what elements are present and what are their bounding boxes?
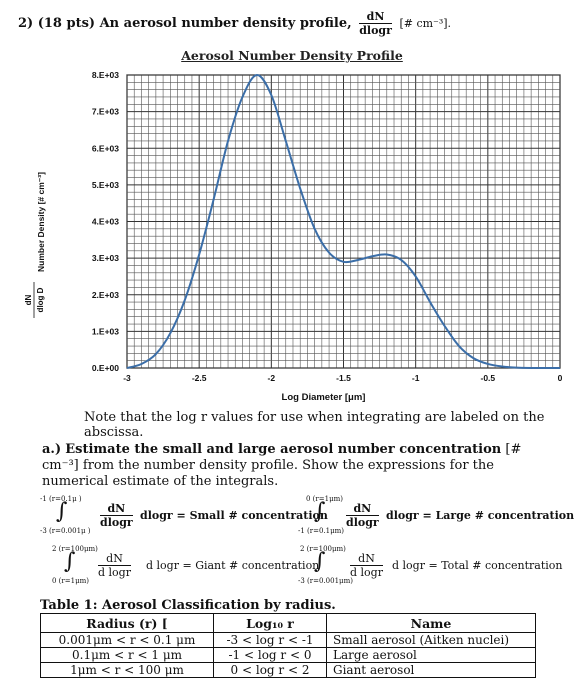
y-tick-label: 2.E+03 (92, 290, 119, 300)
y-tick-label: 0.E+00 (92, 363, 119, 373)
table-title: Table 1: Aerosol Classification by radiu… (40, 598, 336, 613)
table-row: 0.001μm < r < 0.1 μm -3 < log r < -1 Sma… (40, 632, 536, 648)
question-text: 2) (18 pts) An aerosol number density pr… (18, 16, 352, 31)
integral-sign-icon: ∫ (314, 499, 326, 524)
question-units: [# cm⁻³]. (399, 17, 452, 30)
y-axis-frac-numerator: dN (24, 294, 33, 305)
y-tick-label: 1.E+03 (92, 326, 119, 336)
integral-sign-icon: ∫ (314, 549, 326, 574)
integrand-fraction: dN d logr (98, 552, 131, 579)
table-row: 1μm < r < 100 μm 0 < log r < 2 Giant aer… (40, 662, 536, 678)
y-axis-label: Number Density [# cm⁻³] (36, 172, 46, 272)
part-a-bold-text: Estimate the small and large aerosol num… (65, 442, 502, 457)
fraction-numerator: dN (359, 10, 392, 24)
y-tick-label: 7.E+03 (92, 107, 119, 117)
integral-result: d logr = Giant # concentration (146, 559, 320, 572)
dn-dlogr-fraction: dN dlogr (359, 10, 392, 37)
number-density-chart: 0.E+00 1.E+03 2.E+03 3.E+03 4.E+03 5.E+03 6.E+… (24, 70, 563, 403)
table-cell-radius: 0.1μm < r < 1 μm (40, 647, 214, 663)
integral-total: 2 (r=100μm) ∫ -3 (r=0.001μm) dN d logr d… (298, 545, 568, 590)
integral-upper-limit: 0 (r=1μm) (306, 495, 343, 503)
x-tick-label: -2.5 (192, 373, 207, 383)
x-tick-label: -0.5 (481, 373, 496, 383)
integral-upper-limit: 2 (r=100μm) (52, 545, 98, 553)
part-a-question: a.) Estimate the small and large aerosol… (42, 442, 562, 490)
integrand-numerator: dN (346, 502, 379, 516)
x-tick-label: -3 (123, 373, 131, 383)
table-cell-log: 0 < log r < 2 (213, 662, 327, 678)
x-tick-label: 0 (558, 373, 563, 383)
table-row: 0.1μm < r < 1 μm -1 < log r < 0 Large ae… (40, 647, 536, 663)
x-tick-label: -1 (412, 373, 420, 383)
y-tick-label: 6.E+03 (92, 143, 119, 153)
integration-note: Note that the log r values for use when … (84, 410, 545, 440)
x-tick-label: -1.5 (336, 373, 351, 383)
table-header-radius: Radius (r) [ (40, 613, 214, 633)
integral-lower-limit: -1 (r=0.1μm) (298, 527, 345, 535)
integral-lower-limit: -3 (r=0.001μm) (298, 577, 353, 585)
integral-giant: 2 (r=100μm) ∫ 0 (r=1μm) dN d logr d logr… (52, 545, 319, 590)
table-cell-name: Giant aerosol (326, 662, 536, 678)
integral-lower-limit: -3 (r=0.001μ ) (40, 527, 91, 535)
table-cell-name: Small aerosol (Aitken nuclei) (326, 632, 536, 648)
part-a-label: a.) (42, 442, 62, 457)
question-heading: 2) (18 pts) An aerosol number density pr… (18, 10, 451, 37)
integrand-denominator: dlogr (346, 516, 379, 529)
integral-sign-icon: ∫ (56, 499, 68, 524)
table-cell-log: -1 < log r < 0 (213, 647, 327, 663)
part-a-unit: [# cm⁻³] (42, 442, 522, 473)
series-line (126, 74, 560, 370)
aerosol-classification-table: Radius (r) [ Log₁₀ r Name 0.001μm < r < … (40, 613, 536, 678)
integrand-denominator: dlogr (100, 516, 133, 529)
integral-small: -1 (r=0.1μ ) ∫ -3 (r=0.001μ ) dN dlogr d… (40, 495, 328, 540)
integral-lower-limit: 0 (r=1μm) (52, 577, 89, 585)
integrand-denominator: d logr (350, 566, 383, 579)
integrand-numerator: dN (100, 502, 133, 516)
table-header-log: Log₁₀ r (213, 613, 327, 633)
y-tick-label: 5.E+03 (92, 180, 119, 190)
integral-upper-limit: -1 (r=0.1μ ) (40, 495, 82, 503)
y-tick-label: 8.E+03 (92, 70, 119, 80)
table-cell-name: Large aerosol (326, 647, 536, 663)
integrand-fraction: dN d logr (350, 552, 383, 579)
table-cell-radius: 0.001μm < r < 0.1 μm (40, 632, 214, 648)
y-tick-label: 4.E+03 (92, 217, 119, 227)
table-header-row: Radius (r) [ Log₁₀ r Name (40, 613, 536, 633)
integral-result: dlogr = Large # concentration (386, 509, 575, 522)
integrand-fraction: dN dlogr (346, 502, 379, 529)
integral-sign-icon: ∫ (64, 549, 76, 574)
integrand-numerator: dN (98, 552, 131, 566)
table-cell-radius: 1μm < r < 100 μm (40, 662, 214, 678)
integrand-denominator: d logr (98, 566, 131, 579)
x-axis-label: Log Diameter [μm] (282, 392, 366, 403)
integral-result: dlogr = Small # concentration (140, 509, 328, 522)
fraction-denominator: dlogr (359, 24, 392, 37)
integrand-fraction: dN dlogr (100, 502, 133, 529)
integral-large: 0 (r=1μm) ∫ -1 (r=0.1μm) dN dlogr dlogr … (298, 495, 574, 540)
table-header-name: Name (326, 613, 536, 633)
x-tick-label: -2 (268, 373, 276, 383)
part-a-rest: from the number density profile. Show th… (42, 458, 494, 489)
table-cell-log: -3 < log r < -1 (213, 632, 327, 648)
integral-upper-limit: 2 (r=100μm) (300, 545, 346, 553)
y-tick-label: 3.E+03 (92, 253, 119, 263)
y-axis-frac-denominator: dlog D (36, 287, 45, 312)
integral-result: d logr = Total # concentration (392, 559, 563, 572)
integrand-numerator: dN (350, 552, 383, 566)
chart-title: Aerosol Number Density Profile (181, 48, 403, 63)
